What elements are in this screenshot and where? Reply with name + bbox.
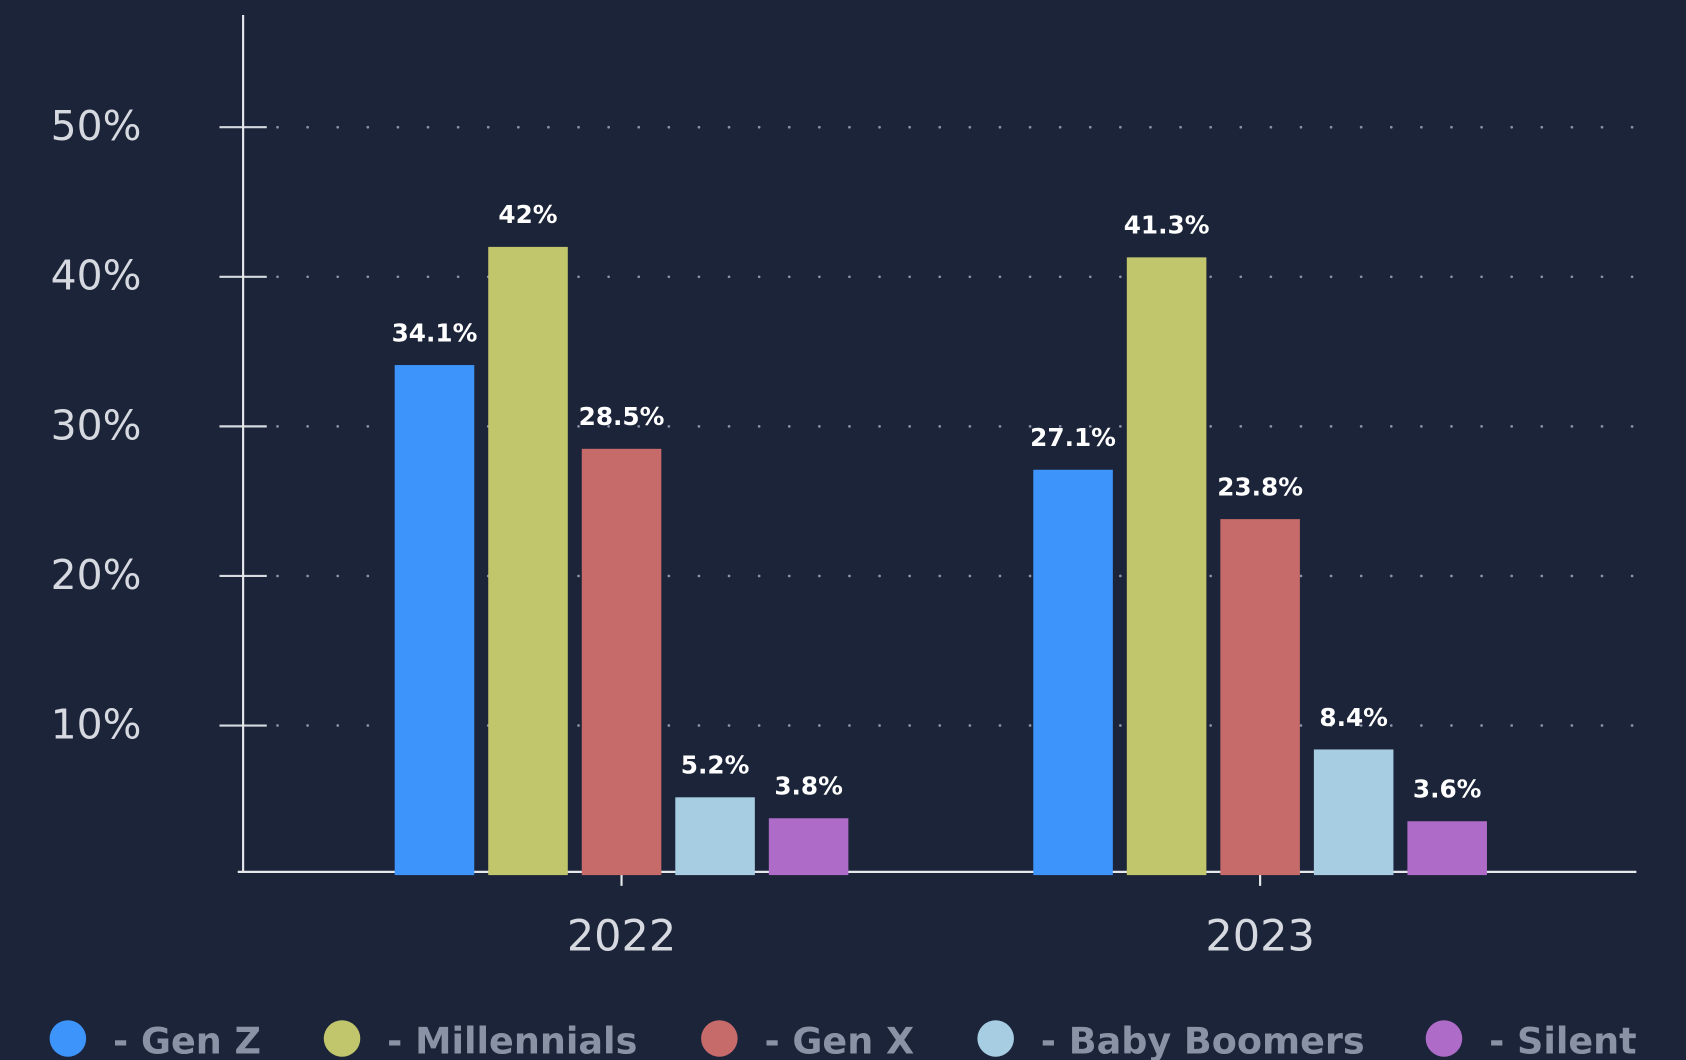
- bar: [394, 365, 475, 876]
- value-label: 5.2%: [681, 751, 750, 780]
- legend-swatch: [323, 1020, 361, 1057]
- legend-label: - Silent: [1489, 1020, 1637, 1060]
- value-label: 23.8%: [1217, 472, 1303, 501]
- value-label: 27.1%: [1030, 423, 1116, 452]
- legend-name: Gen Z: [141, 1020, 261, 1060]
- y-tick-label: 10%: [51, 700, 142, 748]
- bar: [1033, 469, 1113, 876]
- bar: [675, 797, 755, 876]
- bar: [581, 448, 662, 876]
- legend-name: Millennials: [415, 1020, 637, 1060]
- value-label: 3.8%: [774, 772, 843, 801]
- value-label: 42%: [498, 200, 557, 229]
- y-tick-label: 20%: [51, 551, 142, 599]
- legend-swatch: [49, 1020, 87, 1057]
- legend-swatch: [1425, 1020, 1463, 1057]
- value-label: 28.5%: [579, 402, 665, 431]
- legend-name: Gen X: [792, 1020, 914, 1060]
- legend-label: - Baby Boomers: [1041, 1020, 1365, 1060]
- value-label: 41.3%: [1124, 211, 1210, 240]
- bar: [1126, 257, 1207, 876]
- value-label: 3.6%: [1413, 775, 1482, 804]
- legend-label: - Gen X: [765, 1020, 915, 1060]
- legend-dash: -: [113, 1020, 141, 1060]
- legend-dash: -: [1489, 1020, 1517, 1060]
- value-label: 34.1%: [392, 318, 478, 347]
- y-tick-label: 40%: [51, 252, 142, 300]
- bar: [1313, 749, 1394, 876]
- legend-dash: -: [1041, 1020, 1069, 1060]
- legend-label: - Millennials: [387, 1020, 637, 1060]
- bar: [768, 818, 849, 876]
- legend-swatch: [701, 1020, 738, 1057]
- bar: [1220, 519, 1300, 876]
- legend-label: - Gen Z: [113, 1020, 261, 1060]
- value-label: 8.4%: [1319, 703, 1388, 732]
- y-tick-label: 50%: [51, 102, 142, 150]
- x-tick-label: 2022: [567, 911, 676, 961]
- x-tick-label: 2023: [1205, 911, 1314, 961]
- bar: [1407, 821, 1487, 876]
- y-tick-label: 30%: [51, 401, 142, 449]
- legend-name: Silent: [1517, 1020, 1637, 1060]
- legend-name: Baby Boomers: [1069, 1020, 1365, 1060]
- legend-swatch: [977, 1020, 1014, 1057]
- legend-dash: -: [765, 1020, 793, 1060]
- bar: [488, 246, 568, 876]
- legend-dash: -: [387, 1020, 415, 1060]
